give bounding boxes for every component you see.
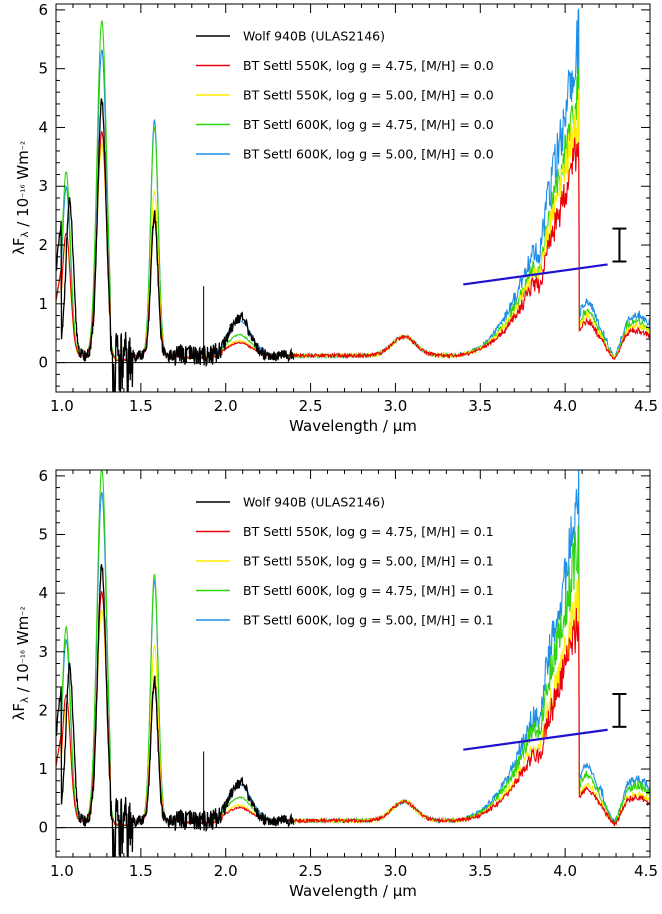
legend-label: BT Settl 550K, log g = 4.75, [M/H] = 0.1 <box>243 524 494 539</box>
x-tick-label: 4.5 <box>634 397 658 415</box>
x-tick-label: 1.5 <box>129 397 153 415</box>
plot-area <box>56 470 650 857</box>
legend-label: BT Settl 600K, log g = 4.75, [M/H] = 0.1 <box>243 583 494 598</box>
series-line-model-4 <box>56 470 650 827</box>
series-line-model-3 <box>56 470 650 827</box>
y-tick-label: 5 <box>38 526 48 544</box>
y-axis-title: λFλ / 10⁻¹⁶ Wm⁻² <box>10 141 32 255</box>
legend-label: BT Settl 550K, log g = 5.00, [M/H] = 0.1 <box>243 554 494 569</box>
y-tick-label: 4 <box>38 118 48 136</box>
x-axis-title: Wavelength / μm <box>289 417 417 435</box>
photometry-line <box>463 263 608 286</box>
y-tick-label: 3 <box>38 177 48 195</box>
x-tick-label: 1.5 <box>129 862 153 880</box>
legend-label: BT Settl 550K, log g = 4.75, [M/H] = 0.0 <box>243 58 494 73</box>
error-bar <box>612 692 627 728</box>
series-line-model-2 <box>56 88 650 363</box>
y-tick-label: 0 <box>38 819 48 837</box>
y-axis-title: λFλ / 10⁻¹⁶ Wm⁻² <box>10 606 32 720</box>
series-line-model-2 <box>56 578 650 828</box>
x-tick-label: 2.5 <box>299 397 323 415</box>
legend-label: BT Settl 600K, log g = 4.75, [M/H] = 0.0 <box>243 117 494 132</box>
x-tick-label: 1.0 <box>50 397 74 415</box>
legend-label: BT Settl 600K, log g = 5.00, [M/H] = 0.0 <box>243 147 494 162</box>
x-tick-label: 4.5 <box>634 862 658 880</box>
y-tick-label: 3 <box>38 643 48 661</box>
x-tick-label: 2.0 <box>214 862 238 880</box>
y-tick-label: 1 <box>38 295 48 313</box>
legend-label: BT Settl 600K, log g = 5.00, [M/H] = 0.1 <box>243 613 494 628</box>
y-tick-label: 0 <box>38 354 48 372</box>
x-tick-label: 4.0 <box>553 862 577 880</box>
y-tick-label: 6 <box>38 1 48 19</box>
x-tick-label: 2.5 <box>299 862 323 880</box>
series-line-observed <box>56 98 295 392</box>
x-tick-label: 1.0 <box>50 862 74 880</box>
legend: Wolf 940B (ULAS2146) BT Settl 550K, log g… <box>196 495 494 628</box>
x-tick-label: 3.0 <box>383 397 407 415</box>
x-tick-label: 3.5 <box>468 862 492 880</box>
plot-area <box>56 8 650 392</box>
x-tick-label: 3.5 <box>468 397 492 415</box>
legend-label: Wolf 940B (ULAS2146) <box>243 495 385 510</box>
x-tick-label: 3.0 <box>383 862 407 880</box>
x-tick-label: 2.0 <box>214 397 238 415</box>
series-line-model-1 <box>56 131 650 362</box>
x-axis-title: Wavelength / μm <box>289 882 417 900</box>
legend-label: Wolf 940B (ULAS2146) <box>243 29 385 44</box>
y-tick-label: 6 <box>38 467 48 485</box>
photometry-line <box>463 728 608 751</box>
bottom-panel: 1.0 1.5 2.0 2.5 3.0 3.5 4.0 4.5 0 1 2 3 4 5 6 Wavelengt… <box>10 467 658 900</box>
y-tick-label: 4 <box>38 584 48 602</box>
top-panel: 1.0 1.5 2.0 2.5 3.0 3.5 4.0 4.5 0 1 2 3 4 5 6 Wavelengt… <box>10 1 658 435</box>
series-line-observed <box>56 564 295 857</box>
error-bar <box>612 227 627 263</box>
y-tick-label: 2 <box>38 236 48 254</box>
y-tick-label: 5 <box>38 60 48 78</box>
x-tick-label: 4.0 <box>553 397 577 415</box>
y-tick-label: 2 <box>38 701 48 719</box>
y-tick-label: 1 <box>38 760 48 778</box>
legend-label: BT Settl 550K, log g = 5.00, [M/H] = 0.0 <box>243 88 494 103</box>
legend: Wolf 940B (ULAS2146) BT Settl 550K, log g… <box>196 29 494 162</box>
